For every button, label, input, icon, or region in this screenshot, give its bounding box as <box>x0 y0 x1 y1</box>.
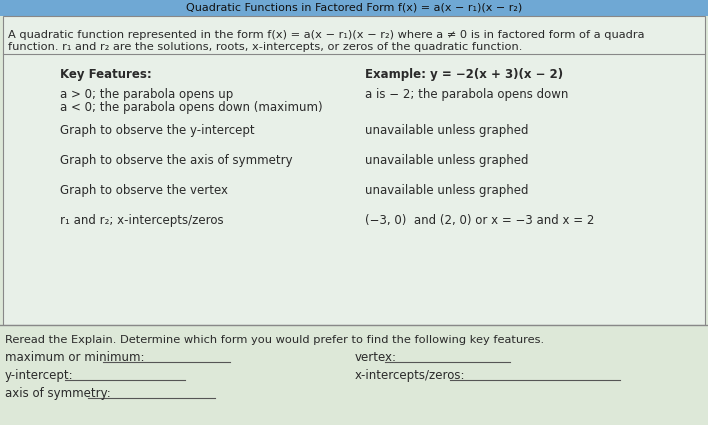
Text: a < 0; the parabola opens down (maximum): a < 0; the parabola opens down (maximum) <box>60 101 323 114</box>
Text: (−3, 0)  and (2, 0) or x = −3 and x = 2: (−3, 0) and (2, 0) or x = −3 and x = 2 <box>365 214 595 227</box>
Text: unavailable unless graphed: unavailable unless graphed <box>365 184 528 197</box>
Bar <box>0 325 708 425</box>
Text: unavailable unless graphed: unavailable unless graphed <box>365 124 528 137</box>
Text: vertex:: vertex: <box>355 351 397 364</box>
Bar <box>0 0 708 16</box>
Text: Graph to observe the vertex: Graph to observe the vertex <box>60 184 228 197</box>
Text: Example: y = −2(x + 3)(x − 2): Example: y = −2(x + 3)(x − 2) <box>365 68 563 81</box>
Text: maximum or minimum:: maximum or minimum: <box>5 351 144 364</box>
Text: Quadratic Functions in Factored Form f(x) = a(x − r₁)(x − r₂): Quadratic Functions in Factored Form f(x… <box>186 3 522 13</box>
Text: Reread the Explain. Determine which form you would prefer to find the following : Reread the Explain. Determine which form… <box>5 335 544 345</box>
Bar <box>3 16 705 325</box>
Text: unavailable unless graphed: unavailable unless graphed <box>365 154 528 167</box>
Text: x-intercepts/zeros:: x-intercepts/zeros: <box>355 369 465 382</box>
Text: Graph to observe the y-intercept: Graph to observe the y-intercept <box>60 124 255 137</box>
Text: Graph to observe the axis of symmetry: Graph to observe the axis of symmetry <box>60 154 292 167</box>
Text: A quadratic function represented in the form f(x) = a(x − r₁)(x − r₂) where a ≠ : A quadratic function represented in the … <box>8 30 644 40</box>
Text: Key Features:: Key Features: <box>60 68 152 81</box>
Text: a is − 2; the parabola opens down: a is − 2; the parabola opens down <box>365 88 569 101</box>
Text: a > 0; the parabola opens up: a > 0; the parabola opens up <box>60 88 233 101</box>
Text: axis of symmetry:: axis of symmetry: <box>5 387 110 400</box>
Text: function. r₁ and r₂ are the solutions, roots, x-intercepts, or zeros of the quad: function. r₁ and r₂ are the solutions, r… <box>8 42 523 52</box>
Text: y-intercept:: y-intercept: <box>5 369 74 382</box>
Text: r₁ and r₂; x-intercepts/zeros: r₁ and r₂; x-intercepts/zeros <box>60 214 224 227</box>
